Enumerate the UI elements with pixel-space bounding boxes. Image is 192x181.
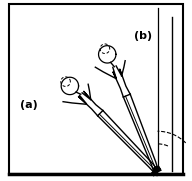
Text: (a): (a) — [20, 100, 38, 110]
Text: (b): (b) — [134, 31, 152, 41]
Polygon shape — [153, 167, 158, 176]
